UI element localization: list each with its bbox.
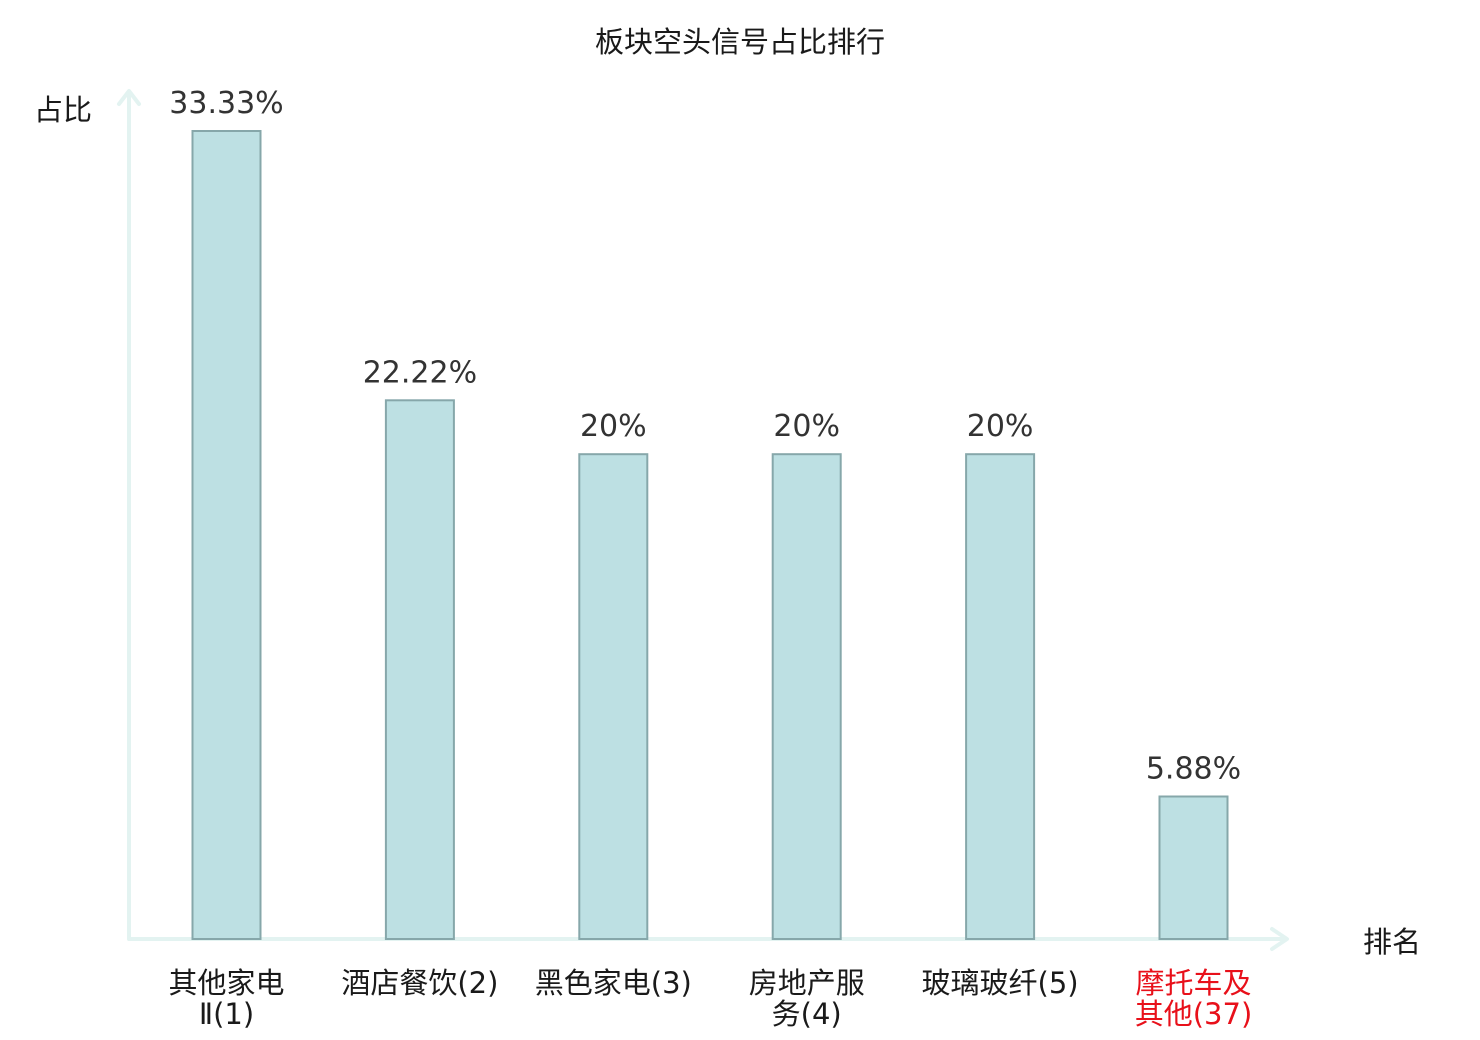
category-label-6-line-1: 摩托车及 (1135, 966, 1251, 1000)
value-label-3: 20% (580, 409, 647, 444)
bar-2 (384, 399, 455, 940)
chart-title: 板块空头信号占比排行 (595, 25, 885, 59)
value-labels-group: 33.33% 22.22% 20% 20% 20% 5.88% (169, 86, 1241, 787)
bar-3 (578, 453, 649, 940)
bar-6 (1158, 795, 1229, 940)
category-label-4-line-1: 房地产服 (749, 966, 865, 1000)
value-label-2: 22.22% (363, 355, 477, 390)
category-label-3: 黑色家电(3) (535, 966, 692, 1000)
value-label-1: 33.33% (169, 86, 283, 121)
bar-4 (771, 453, 842, 940)
value-label-6: 5.88% (1146, 752, 1241, 787)
category-label-4-line-2: 务(4) (772, 997, 842, 1031)
bar-5 (965, 453, 1036, 940)
bar-1 (191, 130, 262, 940)
y-axis-label: 占比 (34, 93, 92, 127)
category-label-6-line-2: 其他(37) (1135, 997, 1253, 1031)
category-label-1-line-2: Ⅱ(1) (199, 997, 254, 1031)
x-axis-arrow (1270, 927, 1289, 951)
category-label-5: 玻璃玻纤(5) (922, 966, 1079, 1000)
x-axis-label: 排名 (1363, 925, 1421, 959)
category-label-1-line-1: 其他家电 (168, 966, 284, 1000)
bars-group (191, 130, 1229, 940)
axes (117, 89, 1289, 951)
y-axis-arrow (117, 89, 141, 106)
value-label-5: 20% (967, 409, 1034, 444)
value-label-4: 20% (773, 409, 840, 444)
category-label-2: 酒店餐饮(2) (341, 966, 498, 1000)
